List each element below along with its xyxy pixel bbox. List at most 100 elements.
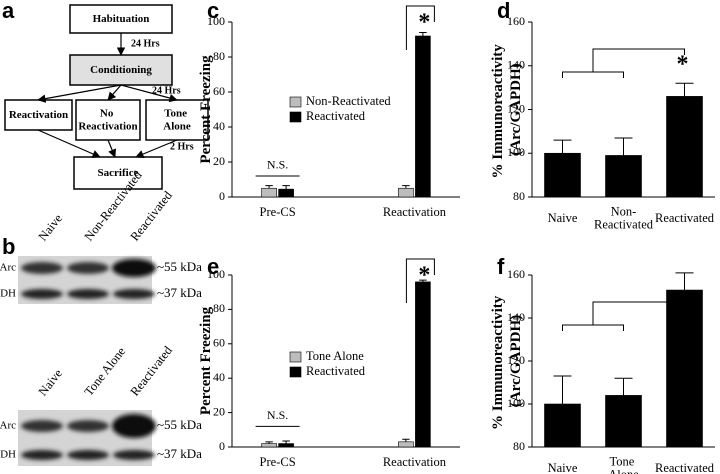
error-bar (282, 440, 290, 444)
y-tick-label: 100 (507, 145, 525, 159)
legend-swatch (289, 111, 302, 123)
error-bar (419, 279, 427, 282)
y-tick-label: 140 (507, 310, 525, 324)
legend-label: Non-Reactivated (306, 94, 391, 108)
bar (415, 35, 431, 198)
bar (261, 187, 277, 198)
y-tick-label: 60 (213, 336, 225, 350)
x-tick-label: Reactivated (655, 211, 715, 225)
edge-label: 2 Hrs (170, 141, 194, 152)
blot-image (18, 256, 156, 466)
y-tick-label: 40 (213, 119, 225, 133)
error-bar (614, 377, 633, 396)
y-axis-label: % Immunoreactivity (Arc/GAPDH) (490, 292, 524, 430)
y-tick-label: 80 (213, 301, 225, 315)
bracket (562, 301, 685, 331)
bar (544, 403, 581, 448)
y-tick-label: 100 (207, 267, 225, 281)
flow-node (75, 99, 141, 141)
annotation: N.S. (267, 157, 288, 171)
row-label: GAPDH (0, 449, 16, 461)
flow-arrow (107, 84, 122, 101)
y-tick-label: 60 (213, 84, 225, 98)
error-bar (614, 137, 633, 156)
error-bar (265, 185, 273, 189)
y-tick-label: 100 (507, 396, 525, 410)
lane-label: Reactivated (128, 188, 176, 244)
flow-node (69, 4, 173, 34)
bracket (405, 258, 435, 303)
flow-node-label: Sacrifice (98, 167, 139, 179)
edge-label: 24 Hrs (152, 85, 181, 96)
panel-label: d (497, 0, 510, 23)
flow-arrow (120, 84, 178, 103)
lane-label: Naive (36, 211, 66, 243)
error-bar (675, 82, 694, 97)
y-tick-label: 0 (219, 189, 225, 203)
y-tick-label: 80 (513, 189, 525, 203)
annotation: N.S. (267, 408, 288, 422)
size-label: ~37 kDa (157, 285, 202, 300)
error-bar (282, 185, 290, 190)
row-label: GAPDH (0, 288, 16, 300)
x-tick-label: Reactivation (383, 455, 447, 469)
y-axis-label: Percent Freezing (198, 306, 214, 415)
bar (605, 155, 642, 198)
bar (278, 188, 294, 198)
y-tick-label: 20 (213, 404, 225, 418)
panel-label: a (2, 0, 15, 23)
y-axis-label: Percent Freezing (198, 55, 214, 164)
annotation: * (418, 263, 430, 289)
x-tick-label: Tone Alone (608, 454, 639, 474)
legend-label: Reactivated (306, 364, 366, 378)
legend-swatch (289, 96, 302, 108)
error-bar (402, 185, 410, 189)
flow-node (73, 156, 163, 190)
error-bar (553, 139, 572, 154)
row-label: Arc (0, 420, 16, 432)
x-tick-label: Pre-CS (260, 205, 296, 219)
bar (398, 187, 414, 198)
lane-label: Naive (36, 366, 66, 398)
flow-node-label: No Reactivation (78, 107, 137, 132)
y-tick-label: 160 (507, 14, 525, 28)
y-tick-label: 0 (219, 439, 225, 453)
panel-label: c (207, 0, 219, 23)
lane-label: Tone Alone (82, 344, 129, 399)
x-tick-label: Reactivated (655, 461, 715, 474)
flow-node (69, 54, 173, 86)
y-tick-label: 120 (507, 101, 525, 115)
x-tick-label: Reactivation (383, 205, 447, 219)
bar (415, 281, 431, 448)
panel-label: e (207, 254, 219, 279)
y-tick-label: 80 (213, 49, 225, 63)
flow-node-label: Reactivation (9, 109, 68, 121)
bracket (405, 5, 435, 50)
error-bar (553, 375, 572, 404)
legend-swatch (289, 366, 302, 378)
bar (544, 152, 581, 198)
error-bar (419, 32, 427, 36)
lane-label: Reactivated (128, 343, 176, 399)
flow-node-label: Conditioning (90, 64, 152, 76)
flow-arrow (107, 139, 117, 158)
x-tick-label: Naive (548, 211, 578, 225)
y-tick-label: 140 (507, 58, 525, 72)
row-label: Arc (0, 262, 16, 274)
annotation: * (677, 305, 689, 331)
edge-label: 24 Hrs (131, 38, 160, 49)
size-label: ~55 kDa (157, 417, 202, 432)
flow-arrow (37, 84, 122, 103)
y-tick-label: 120 (507, 353, 525, 367)
legend-label: Reactivated (306, 109, 366, 123)
flow-node (145, 99, 209, 141)
bar (398, 441, 414, 448)
bracket (562, 48, 685, 78)
x-tick-label: Non-Reactivated (594, 204, 654, 231)
x-tick-label: Pre-CS (260, 455, 296, 469)
bar (261, 443, 277, 448)
flow-arrow (37, 129, 101, 158)
annotation: * (418, 10, 430, 36)
y-axis-label: % Immunoreactivity (Arc/GAPDH) (490, 40, 524, 178)
